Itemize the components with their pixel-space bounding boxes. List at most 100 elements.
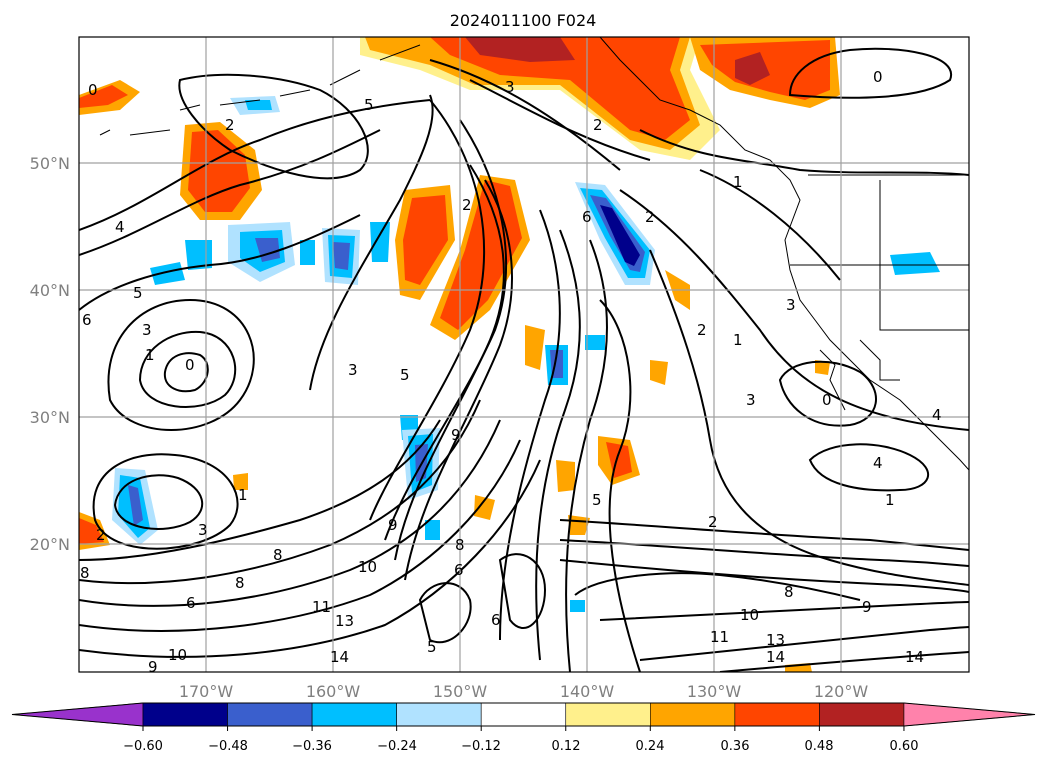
colorbar-bin bbox=[311, 702, 397, 727]
contour-label: 6 bbox=[454, 561, 464, 579]
map-frame bbox=[78, 36, 970, 673]
map-panel: 0 2 3 5 2 1 0 2 4 5 6 3 1 0 3 5 9 2 6 1 … bbox=[78, 36, 970, 676]
shade-redorange-north bbox=[430, 37, 690, 140]
colorbar-ticks: −0.60 −0.48 −0.36 −0.24 −0.12 0.12 0.24 … bbox=[123, 726, 918, 754]
shade-blue-w3 bbox=[185, 240, 212, 270]
contour-label: 6 bbox=[82, 311, 92, 329]
contour-label: 2 bbox=[593, 116, 603, 134]
contour-label: 0 bbox=[88, 81, 98, 99]
contour-label: 0 bbox=[185, 356, 195, 374]
lat-label: 30°N bbox=[30, 408, 70, 427]
lon-label: 140°W bbox=[560, 682, 615, 701]
contour-label: 10 bbox=[168, 646, 187, 664]
shade-blue-e4 bbox=[570, 600, 585, 612]
shade-blue-e3 bbox=[425, 520, 440, 540]
colorbar-tick-label: −0.48 bbox=[208, 739, 248, 754]
contour-label: 8 bbox=[80, 564, 90, 582]
colorbar-bin bbox=[819, 702, 905, 727]
contour-label: 1 bbox=[733, 331, 743, 349]
latitude-labels: 50°N 40°N 30°N 20°N bbox=[30, 154, 70, 554]
colorbar-bin bbox=[480, 702, 567, 727]
contour-label: 6 bbox=[186, 594, 196, 612]
contour-label: 1 bbox=[145, 346, 155, 364]
shade-darkred-ne bbox=[735, 52, 770, 85]
contour-label: 5 bbox=[400, 366, 410, 384]
lat-label: 20°N bbox=[30, 535, 70, 554]
plot-title: 2024011100 F024 bbox=[450, 11, 597, 30]
colorbar-bin bbox=[396, 702, 482, 727]
shade-red-mid1 bbox=[403, 195, 448, 285]
contour-label: 14 bbox=[905, 648, 924, 666]
contour-label: 3 bbox=[348, 361, 358, 379]
longitude-labels: 170°W 160°W 150°W 140°W 130°W 120°W bbox=[179, 682, 869, 701]
lon-label: 160°W bbox=[306, 682, 361, 701]
contour-label: 14 bbox=[766, 648, 785, 666]
contour-label: 6 bbox=[491, 611, 501, 629]
contour-label: 3 bbox=[142, 321, 152, 339]
colorbar-extend-low bbox=[11, 702, 144, 727]
contour-label: 14 bbox=[330, 648, 349, 666]
shade-orange-c8 bbox=[233, 473, 248, 490]
shade-midblue-w6 bbox=[333, 242, 350, 270]
colorbar-bins bbox=[11, 702, 1036, 727]
contour-label: 1 bbox=[733, 173, 743, 191]
colorbar-bin bbox=[227, 702, 313, 727]
contour-label: 10 bbox=[740, 606, 759, 624]
colorbar-tick-label: −0.60 bbox=[123, 739, 163, 754]
lat-label: 40°N bbox=[30, 281, 70, 300]
contour-label: 13 bbox=[766, 631, 785, 649]
shade-blue-e2 bbox=[585, 335, 605, 350]
colorbar-bin bbox=[649, 702, 736, 727]
colorbar-tick-label: 0.60 bbox=[890, 739, 919, 754]
contour-label: 11 bbox=[312, 598, 331, 616]
shade-blue-e1 bbox=[890, 252, 940, 275]
contour-lines bbox=[79, 47, 969, 672]
shade-blue-w5 bbox=[300, 240, 315, 265]
shade-orange-mex bbox=[815, 360, 830, 375]
colorbar-bin bbox=[734, 702, 820, 727]
contour-label: 4 bbox=[115, 218, 125, 236]
contour-label: 1 bbox=[885, 491, 895, 509]
gridlines bbox=[79, 37, 969, 672]
colorbar: −0.60 −0.48 −0.36 −0.24 −0.12 0.12 0.24 … bbox=[11, 702, 1036, 754]
colorbar-tick-label: 0.12 bbox=[552, 739, 581, 754]
colorbar-tick-label: 0.36 bbox=[721, 739, 750, 754]
contour-label: 2 bbox=[462, 196, 472, 214]
shade-red-sw bbox=[79, 518, 104, 544]
contour-label: 5 bbox=[133, 284, 143, 302]
contour-label: 3 bbox=[746, 391, 756, 409]
shade-orange-c3 bbox=[650, 360, 668, 385]
shade-blue-w7 bbox=[370, 222, 390, 262]
contour-label: 3 bbox=[786, 296, 796, 314]
contour-label: 9 bbox=[451, 426, 461, 444]
contour-label: 2 bbox=[96, 526, 106, 544]
contour-label: 5 bbox=[427, 638, 437, 656]
lon-label: 120°W bbox=[814, 682, 869, 701]
shade-blue-w4 bbox=[150, 262, 185, 285]
colorbar-bin bbox=[142, 702, 228, 727]
contour-label: 8 bbox=[784, 583, 794, 601]
contour-label: 8 bbox=[455, 536, 465, 554]
contour-label: 10 bbox=[358, 558, 377, 576]
contour-label: 13 bbox=[335, 612, 354, 630]
colorbar-tick-label: −0.24 bbox=[377, 739, 417, 754]
contour-label: 0 bbox=[822, 391, 832, 409]
contour-labels: 0 2 3 5 2 1 0 2 4 5 6 3 1 0 3 5 9 2 6 1 … bbox=[80, 68, 942, 676]
contour-label: 4 bbox=[932, 406, 942, 424]
contour-label: 2 bbox=[645, 208, 655, 226]
lat-label: 50°N bbox=[30, 154, 70, 173]
contour-label: 9 bbox=[148, 658, 158, 676]
colorbar-bin bbox=[565, 702, 651, 727]
shade-orange-c5 bbox=[556, 460, 575, 492]
colorbar-tick-label: −0.12 bbox=[461, 739, 501, 754]
lon-label: 150°W bbox=[433, 682, 488, 701]
contour-label: 0 bbox=[873, 68, 883, 86]
contour-label: 2 bbox=[225, 116, 235, 134]
contour-label: 3 bbox=[198, 521, 208, 539]
contour-label: 5 bbox=[364, 96, 374, 114]
colorbar-tick-label: 0.24 bbox=[636, 739, 665, 754]
contour-label: 5 bbox=[592, 491, 602, 509]
contour-label: 2 bbox=[708, 513, 718, 531]
shade-orange-c1 bbox=[525, 325, 545, 370]
